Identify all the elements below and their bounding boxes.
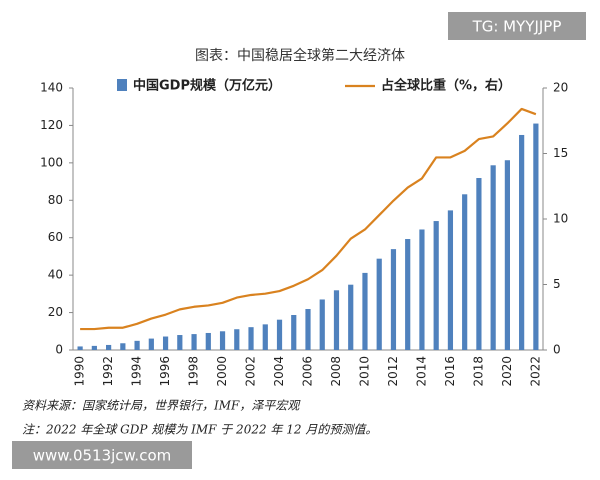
y-tick-label: 80	[48, 193, 63, 207]
bar	[333, 290, 340, 350]
x-tick-label: 2002	[244, 356, 258, 387]
y-tick-label: 40	[48, 268, 63, 282]
bar	[305, 309, 311, 350]
x-tick-label: 2018	[471, 356, 485, 387]
x-tick-label: 2006	[301, 356, 315, 387]
bar	[291, 315, 297, 350]
x-tick-label: 1998	[187, 356, 201, 387]
bar	[77, 346, 83, 350]
y-tick-label: 0	[55, 343, 63, 357]
bar	[91, 345, 97, 350]
x-tick-label: 2008	[329, 356, 343, 387]
bar	[120, 343, 126, 350]
legend-label: 占全球比重（%，右）	[381, 78, 511, 94]
y2-tick-label: 20	[553, 81, 568, 95]
watermark-box	[12, 441, 192, 469]
chart-title: 图表：中国稳居全球第二大经济体	[195, 47, 405, 64]
bar	[319, 299, 325, 350]
bar	[177, 335, 183, 350]
bar	[162, 336, 169, 350]
x-tick-label: 1992	[101, 356, 115, 387]
bar	[533, 123, 539, 350]
bar	[405, 239, 411, 350]
y2-tick-label: 15	[553, 146, 568, 160]
bar	[433, 221, 439, 350]
bar	[248, 327, 254, 350]
bar	[476, 178, 482, 350]
y2-tick-label: 0	[553, 343, 561, 357]
x-tick-label: 2000	[215, 356, 229, 387]
x-tick-label: 2010	[357, 356, 371, 387]
x-tick-label: 1990	[73, 356, 87, 387]
bar	[462, 194, 468, 350]
y-tick-label: 60	[48, 230, 63, 244]
bar	[504, 160, 510, 350]
y-tick-label: 20	[48, 305, 63, 319]
bar	[390, 249, 397, 350]
bar	[447, 210, 454, 350]
bar	[106, 344, 112, 350]
bar	[490, 165, 496, 350]
bar	[205, 332, 211, 350]
bar	[376, 258, 382, 350]
x-tick-label: 1994	[130, 356, 144, 387]
bar	[234, 329, 240, 350]
bar	[219, 331, 226, 350]
y2-tick-label: 10	[553, 212, 568, 226]
bar	[348, 284, 354, 350]
x-tick-label: 2012	[386, 356, 400, 387]
watermark-box	[448, 12, 586, 40]
bar	[148, 338, 154, 350]
y2-tick-label: 5	[553, 277, 561, 291]
x-tick-label: 2020	[500, 356, 514, 387]
x-tick-label: 2004	[272, 356, 286, 387]
y-tick-label: 120	[40, 118, 63, 132]
bar	[262, 324, 268, 350]
bar	[519, 134, 525, 350]
footnote: 注：2022 年全球 GDP 规模为 IMF 于 2022 年 12 月的预测值…	[22, 423, 377, 437]
y-tick-label: 140	[40, 81, 63, 95]
x-tick-label: 2016	[443, 356, 457, 387]
y-tick-label: 100	[40, 155, 63, 169]
legend-swatch	[117, 79, 127, 91]
legend-label: 中国GDP规模（万亿元）	[133, 78, 281, 94]
line	[80, 107, 537, 331]
bar	[276, 319, 283, 350]
bar	[191, 334, 197, 350]
source-note: 资料来源：国家统计局，世界银行，IMF，泽平宏观	[22, 399, 301, 413]
x-tick-label: 2022	[528, 356, 542, 387]
watermark: www.0513jcw.com	[33, 447, 171, 465]
bar	[134, 340, 140, 350]
bar	[419, 229, 425, 350]
watermark: TG: MYYJJPP	[472, 18, 562, 36]
bar	[362, 272, 368, 350]
x-tick-label: 2014	[414, 356, 428, 387]
x-tick-label: 1996	[158, 356, 172, 387]
